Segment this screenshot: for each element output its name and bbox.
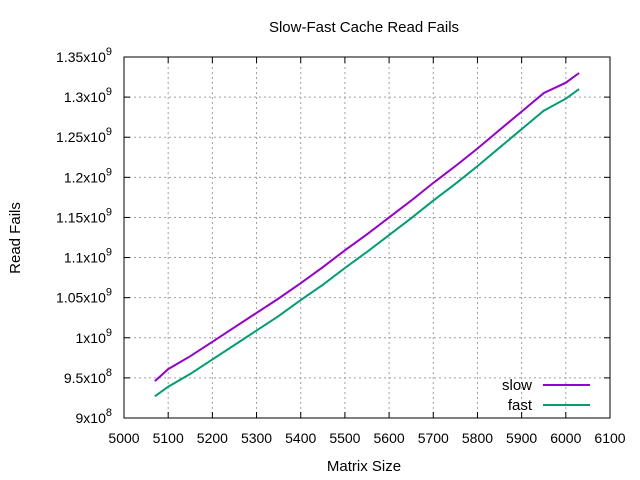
grid-lines	[124, 57, 610, 418]
y-axis-ticks: 9x108 9.5x108 1x109 1.05x109 1.1x109 1.15x109…	[56, 46, 610, 426]
x-tick-label: 5600	[374, 430, 405, 446]
x-tick-label: 5900	[506, 430, 537, 446]
legend-label-fast: fast	[508, 397, 533, 414]
y-tick-label: 9x108	[76, 407, 112, 426]
chart-title: Slow-Fast Cache Read Fails	[269, 19, 459, 36]
legend: slow fast	[502, 377, 590, 414]
y-tick-label: 1.1x109	[64, 247, 112, 266]
y-tick-label: 1.2x109	[64, 166, 112, 185]
y-tick-label: 1.15x109	[56, 206, 112, 225]
x-tick-label: 5700	[418, 430, 449, 446]
y-tick-label: 1.25x109	[56, 126, 112, 145]
y-tick-label: 1.3x109	[64, 86, 112, 105]
x-tick-label: 6100	[594, 430, 625, 446]
series-line-slow	[154, 72, 580, 382]
x-tick-label: 6000	[550, 430, 581, 446]
series-line-fast	[154, 88, 580, 398]
y-axis-label: Read Fails	[7, 202, 24, 274]
x-axis-ticks: 5000 5100 5200 5300 5400 5500 5600 5700 5800 5900…	[108, 57, 626, 446]
y-tick-label: 9.5x108	[64, 367, 112, 386]
x-tick-label: 5000	[108, 430, 139, 446]
y-tick-label: 1.05x109	[56, 287, 112, 306]
x-tick-label: 5100	[153, 430, 184, 446]
x-tick-label: 5200	[197, 430, 228, 446]
y-tick-label: 1.35x109	[56, 46, 112, 65]
x-tick-label: 5800	[462, 430, 493, 446]
series-lines	[154, 72, 580, 398]
x-tick-label: 5400	[285, 430, 316, 446]
x-tick-label: 5500	[329, 430, 360, 446]
y-tick-label: 1x109	[76, 327, 112, 346]
x-axis-label: Matrix Size	[327, 458, 401, 475]
x-tick-label: 5300	[241, 430, 272, 446]
plot-frame	[123, 56, 611, 419]
legend-label-slow: slow	[502, 377, 532, 394]
